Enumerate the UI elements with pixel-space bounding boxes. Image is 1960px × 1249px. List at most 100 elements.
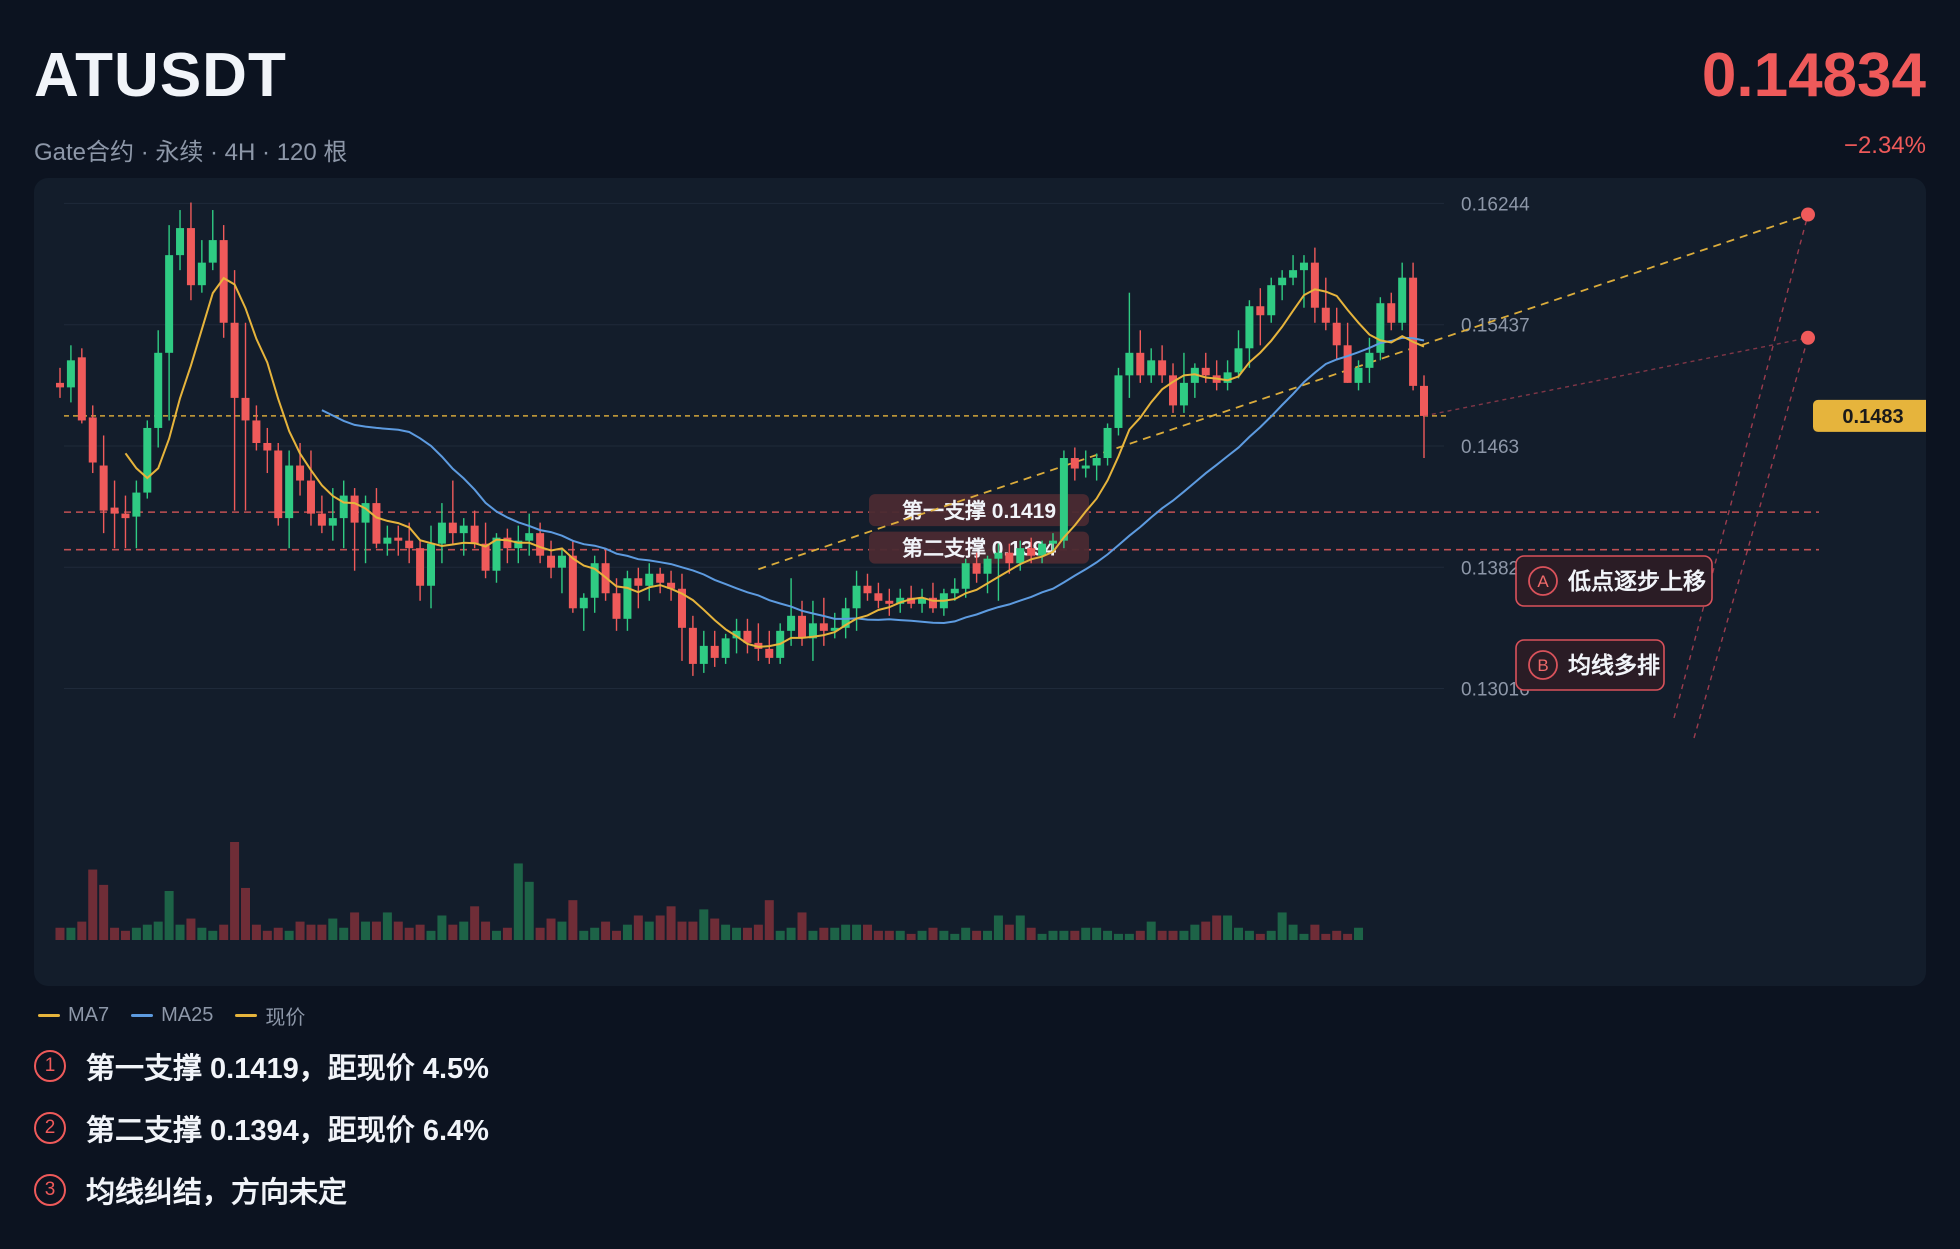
volume-bar: [732, 927, 742, 940]
volume-bar: [1092, 927, 1102, 940]
projection-line: [1673, 214, 1809, 719]
volume-bar: [1004, 924, 1014, 940]
candle-body: [1114, 375, 1123, 428]
candle-body: [961, 563, 970, 589]
header: ATUSDT Gate合约 · 永续 · 4H · 120 根 0.14834 …: [34, 40, 1926, 170]
projection-lines: [1423, 214, 1809, 739]
volume-bar: [371, 921, 381, 940]
annotation-badge: [1528, 650, 1558, 680]
volume-bar: [939, 930, 949, 940]
candle-body: [1343, 345, 1352, 383]
candle-body: [328, 518, 337, 526]
volume-bar: [895, 930, 905, 940]
volume-bar: [612, 930, 622, 940]
candle-body: [732, 630, 741, 639]
legend-label: MA7: [68, 1003, 110, 1026]
note-number: 2: [34, 1112, 66, 1144]
candle-body: [339, 495, 348, 519]
candle-body: [1310, 262, 1319, 308]
volume-bar: [55, 927, 65, 940]
volume-bar: [1299, 933, 1309, 940]
legend-item: MA25: [131, 1004, 213, 1027]
candle-body: [285, 465, 294, 519]
candle-body: [241, 397, 250, 421]
candle-body: [252, 420, 261, 443]
volume-bar: [1157, 930, 1167, 940]
volume-bar: [1201, 921, 1211, 940]
volume-bar: [1070, 930, 1080, 940]
candle-body: [503, 537, 512, 549]
candle-body: [394, 537, 403, 541]
candle-body: [667, 582, 676, 589]
candle-body: [1354, 367, 1363, 383]
candle-body: [645, 573, 654, 586]
candle-body: [1299, 262, 1308, 271]
candle-body: [1005, 552, 1014, 564]
candle-body: [1169, 375, 1178, 406]
volume-bar: [710, 918, 720, 940]
candle-body: [1332, 322, 1341, 346]
candle-body: [1158, 360, 1167, 376]
volume-bar: [1146, 921, 1156, 940]
volume-bar: [404, 927, 414, 940]
candle-body: [699, 645, 708, 664]
candle-body: [798, 615, 807, 639]
volume-bar: [983, 930, 993, 940]
candle-body: [536, 533, 545, 556]
candle-body: [1267, 285, 1276, 316]
volume-bar: [437, 915, 447, 940]
volume-bar: [382, 912, 392, 940]
volume-bar: [1277, 912, 1287, 940]
legend-swatch: [131, 1013, 154, 1017]
candle-body: [1256, 306, 1265, 316]
annotation-text: 均线多排: [1568, 652, 1660, 678]
candle-body: [416, 548, 425, 586]
candle-body: [1136, 352, 1145, 376]
volume-bar: [644, 921, 654, 940]
volume-bar: [928, 927, 938, 940]
volume-bar: [208, 930, 218, 940]
candlestick-chart[interactable]: 0.16244 0.15437 0.1463 0.13823 0.13016 第一支撑 0…: [34, 178, 1926, 986]
volume-bar: [830, 927, 840, 940]
volume-bar: [131, 927, 141, 940]
candle-body: [383, 537, 392, 544]
candle-body: [677, 588, 686, 628]
volume-bar: [120, 930, 130, 940]
volume-bar: [906, 933, 916, 940]
candle-body: [972, 563, 981, 574]
candle-body: [787, 615, 796, 631]
volume-bar: [350, 912, 360, 940]
candle-body: [688, 627, 697, 664]
volume-bar: [426, 930, 436, 940]
y-tick-label: 0.16244: [1461, 194, 1530, 215]
volume-bar: [142, 924, 152, 940]
projection-line: [1423, 337, 1809, 417]
volume-bar: [764, 900, 774, 940]
candle-body: [1387, 303, 1396, 323]
candle-body: [1278, 277, 1287, 286]
volume-bar: [1037, 933, 1047, 940]
legend-item: MA7: [38, 1004, 109, 1027]
volume-bar: [1343, 933, 1353, 940]
volume-bar: [1059, 930, 1069, 940]
y-tick-label: 0.13823: [1461, 558, 1530, 579]
note-item: 1 第一支撑 0.1419，距现价 4.5%: [34, 1046, 489, 1086]
volume-bar: [873, 930, 883, 940]
candle-body: [263, 442, 272, 451]
volume-bar: [884, 930, 894, 940]
candle-body: [983, 558, 992, 574]
volume-bar: [590, 927, 600, 940]
candle-body: [459, 525, 468, 534]
candle-body: [110, 507, 119, 514]
candle-body: [448, 522, 457, 534]
volume-bar: [655, 915, 665, 940]
volume-bar: [742, 927, 752, 940]
price-change: −2.34%: [1843, 132, 1926, 159]
candle-body: [590, 563, 599, 598]
candle-body: [885, 600, 894, 604]
candle-body: [492, 537, 501, 571]
candle-body: [1190, 367, 1199, 383]
volume-bar: [1048, 930, 1058, 940]
volume-bar: [1266, 930, 1276, 940]
